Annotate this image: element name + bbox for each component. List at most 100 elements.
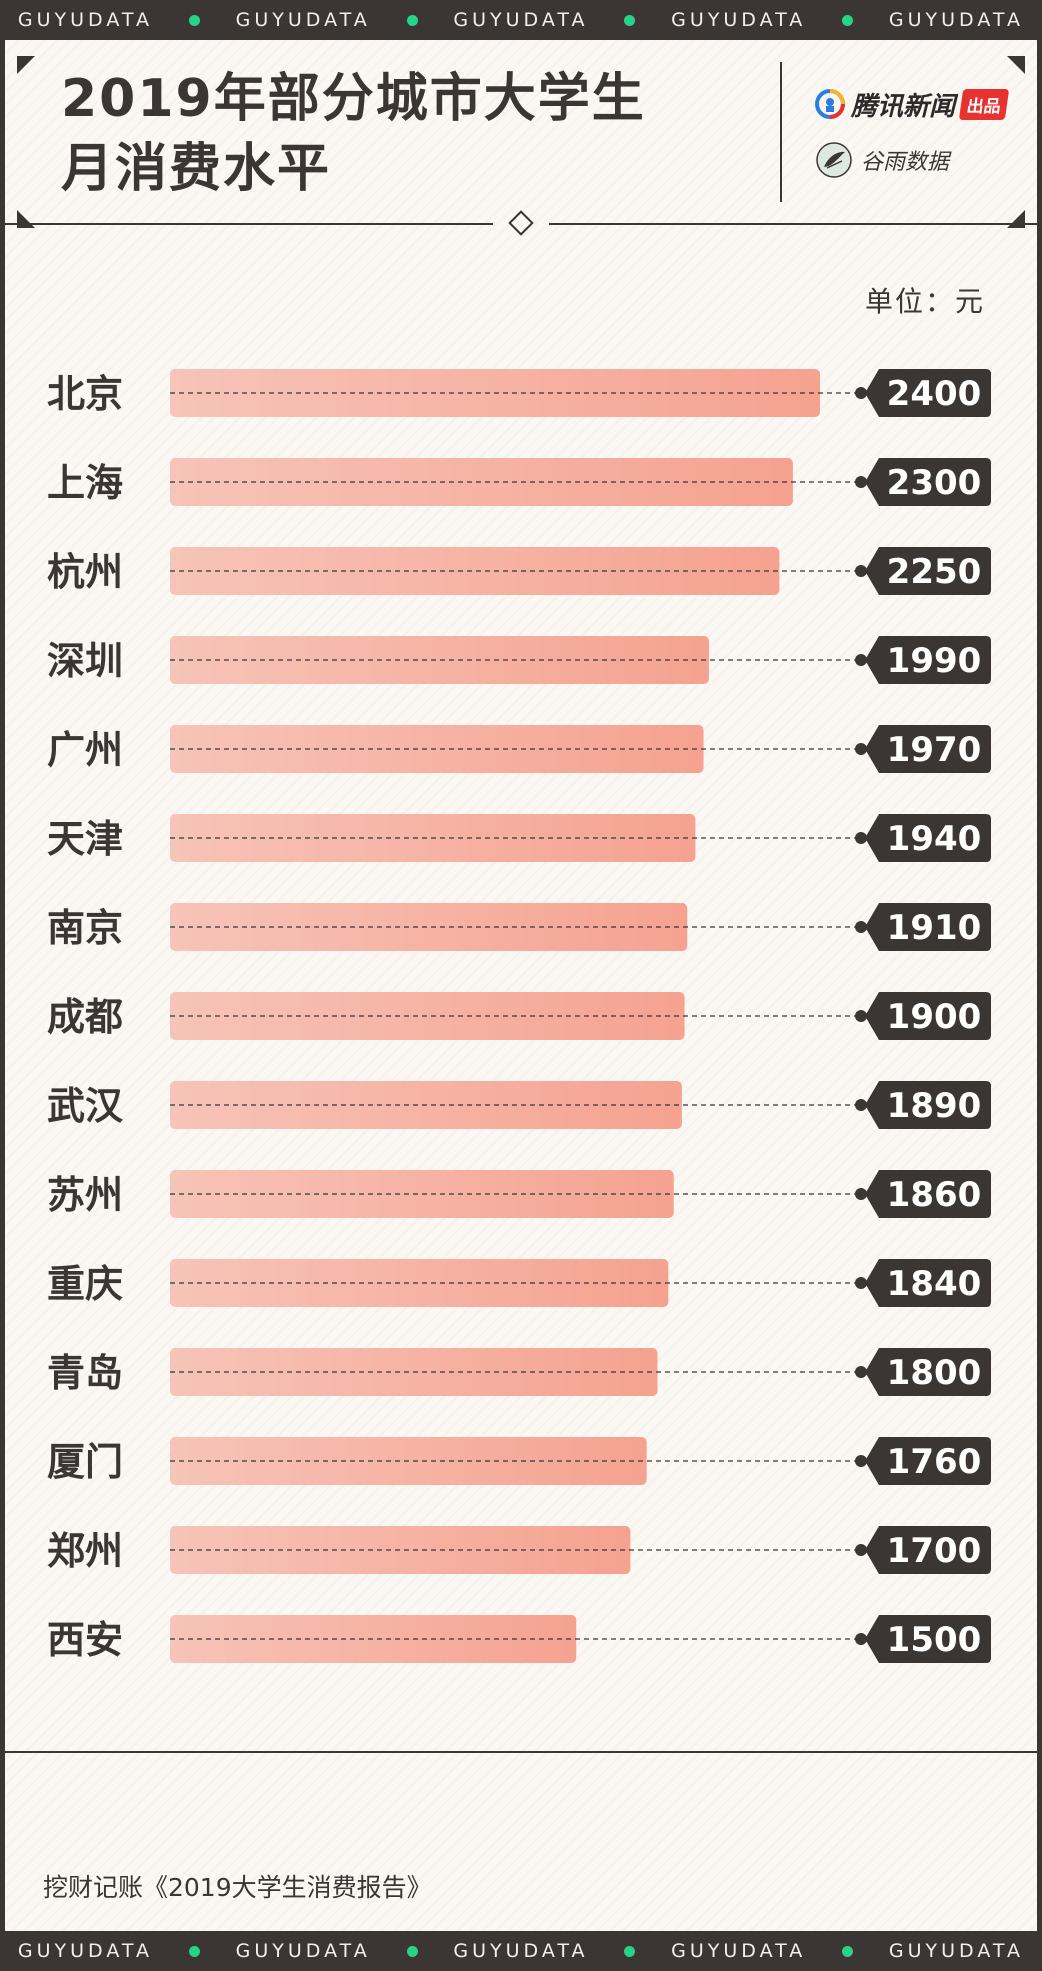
value-tag <box>865 903 991 951</box>
category-label: 深圳 <box>47 639 123 683</box>
unit-label: 单位：元 <box>864 285 985 318</box>
value-tag <box>865 1526 991 1574</box>
category-label: 厦门 <box>47 1440 123 1484</box>
value-tag <box>865 458 991 506</box>
green-dot-icon <box>406 14 418 26</box>
value-tag <box>865 814 991 862</box>
green-dot-icon <box>624 1945 636 1957</box>
category-label: 青岛 <box>47 1351 123 1395</box>
tencent-news-name: 腾讯新闻 <box>851 91 956 122</box>
bar <box>170 1170 674 1218</box>
tag-dot <box>855 1455 867 1467</box>
tag-dot <box>855 1366 867 1378</box>
tag-dot <box>855 1633 867 1645</box>
corner-mark-icon <box>17 56 35 74</box>
value-tag <box>865 1170 991 1218</box>
tag-dot <box>855 476 867 488</box>
infographic-card: 2019年部分城市大学生 月消费水平 腾讯新闻 出品 谷雨数据 单位：元 <box>5 40 1037 1931</box>
bar <box>170 725 704 773</box>
value-tag <box>865 1081 991 1129</box>
value-label: 1900 <box>887 997 982 1037</box>
value-tag <box>865 1437 991 1485</box>
tag-dot <box>855 1544 867 1556</box>
strip-text: GUYUDATA <box>453 1940 589 1962</box>
value-label: 1940 <box>887 819 982 859</box>
value-tag <box>865 1259 991 1307</box>
value-label: 1990 <box>887 641 982 681</box>
page-title: 2019年部分城市大学生 月消费水平 <box>61 64 721 204</box>
tag-dot <box>855 1277 867 1289</box>
tag-dot <box>855 565 867 577</box>
category-label: 杭州 <box>47 550 123 594</box>
tag-dot <box>855 1010 867 1022</box>
tag-dot <box>855 1099 867 1111</box>
value-label: 2300 <box>887 463 982 503</box>
bar <box>170 903 688 951</box>
value-label: 1860 <box>887 1175 982 1215</box>
corner-mark-icon <box>1007 56 1025 74</box>
green-dot-icon <box>188 1945 200 1957</box>
value-tag <box>865 547 991 595</box>
category-label: 北京 <box>47 372 123 416</box>
tag-dot <box>855 387 867 399</box>
green-dot-icon <box>842 14 854 26</box>
strip-text: GUYUDATA <box>671 9 807 31</box>
header-rule-right <box>549 223 1037 225</box>
header-divider <box>780 62 782 202</box>
category-label: 上海 <box>47 461 123 505</box>
strip-text: GUYUDATA <box>888 1940 1024 1962</box>
top-brand-strip: GUYUDATA GUYUDATA GUYUDATA GUYUDATA GUYU… <box>0 0 1042 40</box>
guyu-data-logo: 谷雨数据 <box>815 136 949 184</box>
footer-rule <box>5 1751 1037 1753</box>
value-label: 2400 <box>887 374 982 414</box>
bar <box>170 1259 669 1307</box>
bar <box>170 636 709 684</box>
value-tag <box>865 1615 991 1663</box>
green-dot-icon <box>842 1945 854 1957</box>
bar-chart: 北京 2400 上海 2300 杭州 2250 深圳 1990 广州 1970 天津 1940 南京 19… <box>47 369 991 1663</box>
bar <box>170 1615 577 1663</box>
tag-dot <box>855 654 867 666</box>
category-label: 武汉 <box>47 1084 124 1128</box>
green-dot-icon <box>406 1945 418 1957</box>
bottom-brand-strip: GUYUDATA GUYUDATA GUYUDATA GUYUDATA GUYU… <box>0 1931 1042 1971</box>
category-label: 郑州 <box>47 1529 123 1573</box>
value-label: 1890 <box>887 1086 982 1126</box>
tencent-news-logo: 腾讯新闻 出品 <box>815 80 1010 128</box>
tag-dot <box>855 921 867 933</box>
value-label: 1840 <box>887 1264 982 1304</box>
guyu-bird-icon <box>816 142 852 178</box>
category-label: 南京 <box>47 906 123 950</box>
category-label: 天津 <box>47 817 123 861</box>
value-tag <box>865 992 991 1040</box>
strip-text: GUYUDATA <box>17 9 153 31</box>
title-line-1: 2019年部分城市大学生 <box>61 69 646 129</box>
strip-text: GUYUDATA <box>671 1940 807 1962</box>
value-label: 1800 <box>887 1353 982 1393</box>
category-label: 广州 <box>47 728 123 772</box>
green-dot-icon <box>624 14 636 26</box>
strip-text: GUYUDATA <box>453 9 589 31</box>
source-note: 挖财记账《2019大学生消费报告》 <box>43 1873 432 1902</box>
strip-text: GUYUDATA <box>888 9 1024 31</box>
tag-dot <box>855 1188 867 1200</box>
title-line-2: 月消费水平 <box>61 139 332 199</box>
category-label: 重庆 <box>47 1262 123 1306</box>
strip-text: GUYUDATA <box>235 1940 371 1962</box>
category-label: 成都 <box>47 995 123 1039</box>
value-label: 1500 <box>887 1620 982 1660</box>
green-dot-icon <box>188 14 200 26</box>
category-label: 西安 <box>47 1618 123 1662</box>
tencent-news-icon <box>815 89 845 119</box>
category-label: 苏州 <box>47 1173 123 1217</box>
tag-dot <box>855 743 867 755</box>
header-rule-left <box>5 223 493 225</box>
value-tag <box>865 636 991 684</box>
value-tag <box>865 725 991 773</box>
value-label: 2250 <box>887 552 982 592</box>
value-label: 1700 <box>887 1531 982 1571</box>
bar <box>170 1526 631 1574</box>
value-label: 1910 <box>887 908 982 948</box>
strip-text: GUYUDATA <box>235 9 371 31</box>
value-label: 1970 <box>887 730 982 770</box>
